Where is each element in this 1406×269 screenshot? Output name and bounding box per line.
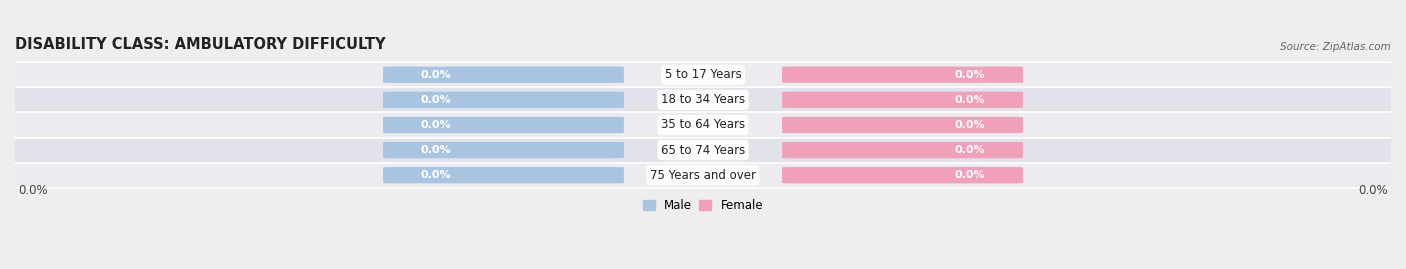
Text: 0.0%: 0.0% bbox=[420, 170, 451, 180]
FancyBboxPatch shape bbox=[782, 142, 1024, 158]
Text: 0.0%: 0.0% bbox=[420, 95, 451, 105]
Text: 0.0%: 0.0% bbox=[420, 145, 451, 155]
FancyBboxPatch shape bbox=[382, 66, 624, 83]
Text: DISABILITY CLASS: AMBULATORY DIFFICULTY: DISABILITY CLASS: AMBULATORY DIFFICULTY bbox=[15, 37, 385, 52]
Text: 0.0%: 0.0% bbox=[955, 120, 986, 130]
Text: 65 to 74 Years: 65 to 74 Years bbox=[661, 144, 745, 157]
Bar bbox=[15, 137, 1391, 163]
FancyBboxPatch shape bbox=[782, 92, 1024, 108]
FancyBboxPatch shape bbox=[782, 167, 1024, 183]
Text: 0.0%: 0.0% bbox=[955, 170, 986, 180]
Text: 0.0%: 0.0% bbox=[420, 70, 451, 80]
Bar bbox=[15, 62, 1391, 87]
Text: 0.0%: 0.0% bbox=[955, 145, 986, 155]
Text: 35 to 64 Years: 35 to 64 Years bbox=[661, 118, 745, 132]
Text: 0.0%: 0.0% bbox=[18, 184, 48, 197]
FancyBboxPatch shape bbox=[382, 142, 624, 158]
FancyBboxPatch shape bbox=[782, 117, 1024, 133]
FancyBboxPatch shape bbox=[782, 66, 1024, 83]
Text: 0.0%: 0.0% bbox=[955, 70, 986, 80]
FancyBboxPatch shape bbox=[382, 167, 624, 183]
Text: 18 to 34 Years: 18 to 34 Years bbox=[661, 93, 745, 106]
Legend: Male, Female: Male, Female bbox=[638, 194, 768, 217]
Text: 0.0%: 0.0% bbox=[955, 95, 986, 105]
Bar bbox=[15, 163, 1391, 188]
Bar bbox=[15, 87, 1391, 112]
Text: 0.0%: 0.0% bbox=[1358, 184, 1388, 197]
Text: 75 Years and over: 75 Years and over bbox=[650, 169, 756, 182]
Text: 5 to 17 Years: 5 to 17 Years bbox=[665, 68, 741, 81]
Bar bbox=[15, 112, 1391, 137]
FancyBboxPatch shape bbox=[382, 92, 624, 108]
Text: Source: ZipAtlas.com: Source: ZipAtlas.com bbox=[1281, 42, 1391, 52]
FancyBboxPatch shape bbox=[382, 117, 624, 133]
Text: 0.0%: 0.0% bbox=[420, 120, 451, 130]
